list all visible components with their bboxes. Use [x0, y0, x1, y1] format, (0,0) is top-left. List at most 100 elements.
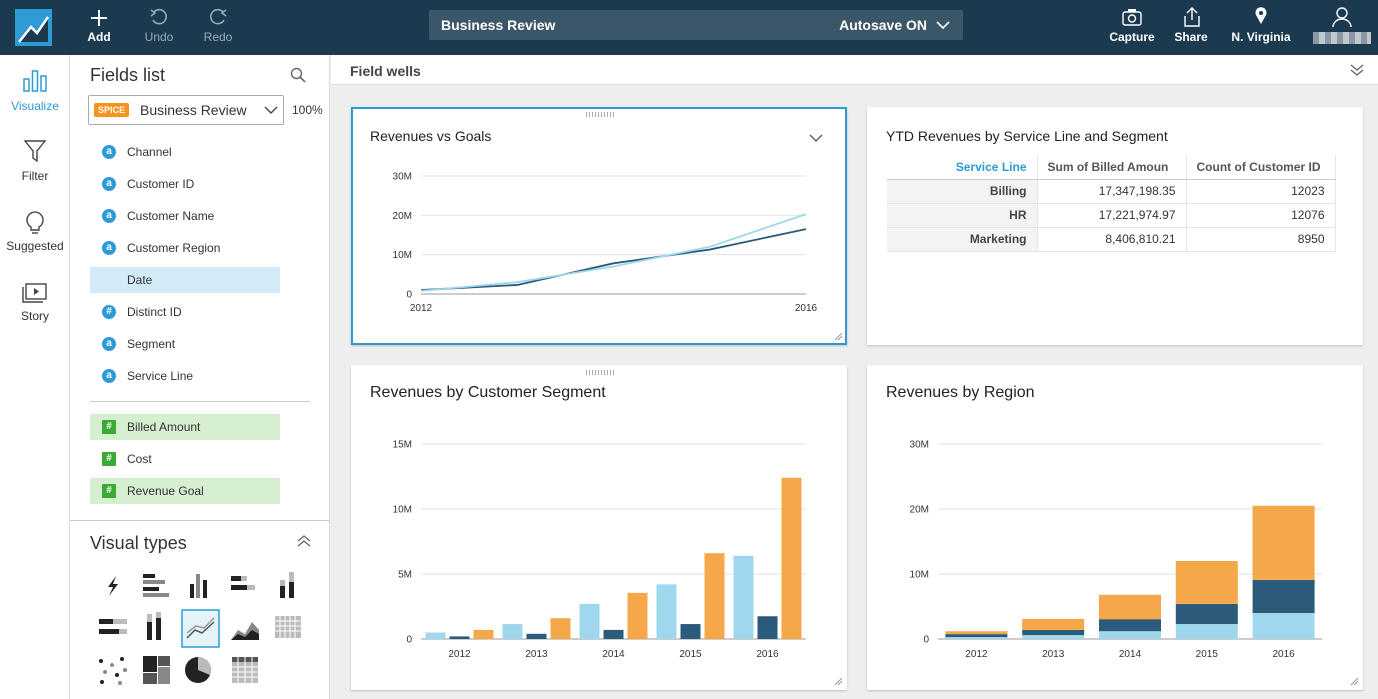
vt-autograph[interactable]	[108, 576, 118, 596]
column-header[interactable]: Count of Customer ID	[1186, 155, 1336, 180]
dataset-name[interactable]: Business Review	[140, 102, 247, 118]
sidebar-item[interactable]: Visualize	[11, 99, 59, 113]
visual-bar[interactable]: Revenues by Customer Segment 0 5M 10M 15M 20…	[351, 365, 847, 690]
field-wells-label[interactable]: Field wells	[350, 63, 421, 79]
field-row[interactable]: a Service Line	[90, 363, 280, 389]
visual-menu[interactable]	[809, 133, 823, 143]
bar	[704, 553, 725, 639]
dataset-chevron[interactable]	[264, 105, 278, 115]
field-name[interactable]: Customer Region	[127, 241, 221, 255]
capture-icon[interactable]	[1122, 8, 1142, 26]
dataset-selector[interactable]: SPICE Business Review	[88, 95, 284, 125]
vt-hbar-stacked[interactable]	[231, 576, 255, 590]
bar	[603, 629, 624, 639]
field-name[interactable]: Customer ID	[127, 177, 195, 191]
vt-hbar-percent[interactable]	[99, 619, 127, 634]
vt-vbar-stacked[interactable]	[280, 572, 294, 598]
search-icon[interactable]	[290, 67, 306, 83]
bar-segment	[945, 634, 1008, 638]
user-icon[interactable]	[1332, 6, 1352, 28]
visualize-icon[interactable]	[22, 69, 48, 93]
autosave-status[interactable]: Autosave ON	[839, 17, 927, 33]
drag-handle[interactable]	[586, 370, 616, 375]
vt-vbar-percent[interactable]	[147, 612, 161, 640]
visual-line[interactable]: Revenues vs Goals 0 10M 20M 30M 2012 2016	[351, 107, 847, 345]
bar-segment	[1175, 561, 1238, 604]
vt-treemap[interactable]	[143, 656, 170, 684]
share-icon[interactable]	[1183, 6, 1201, 28]
analysis-name-box[interactable]: Business Review Autosave ON	[429, 10, 963, 40]
bar	[579, 603, 600, 639]
vt-pivot[interactable]	[232, 657, 258, 683]
field-name[interactable]: Billed Amount	[127, 420, 201, 434]
analysis-name[interactable]: Business Review	[441, 17, 556, 33]
expand-icon[interactable]	[1350, 64, 1364, 76]
field-name[interactable]: Channel	[127, 145, 172, 159]
field-name[interactable]: Cost	[127, 452, 152, 466]
bar	[627, 592, 648, 639]
vt-heatmap[interactable]	[275, 616, 301, 638]
vt-pie[interactable]	[185, 657, 211, 683]
resize-handle[interactable]	[834, 677, 843, 686]
column-header[interactable]: Service Line	[887, 155, 1038, 180]
field-row[interactable]: # Cost	[90, 446, 280, 472]
sidebar-item[interactable]: Story	[20, 309, 49, 323]
vt-scatter[interactable]	[99, 657, 127, 685]
drag-handle[interactable]	[586, 112, 616, 117]
field-row[interactable]: a Customer Region	[90, 235, 280, 261]
x-tick-label: 2012	[410, 303, 433, 314]
region-icon[interactable]	[1254, 7, 1268, 25]
y-tick-label: 30M	[393, 172, 412, 183]
sidebar-item[interactable]: Filter	[21, 169, 49, 183]
vt-vbar[interactable]	[190, 574, 207, 598]
field-row[interactable]: a Customer Name	[90, 203, 280, 229]
y-tick-label: 10M	[910, 570, 929, 581]
field-name[interactable]: Service Line	[127, 369, 194, 383]
resize-handle[interactable]	[1350, 677, 1359, 686]
field-wells-bar[interactable]: Field wells	[331, 55, 1378, 85]
field-name[interactable]: Distinct ID	[127, 305, 182, 319]
field-row[interactable]: a Channel	[90, 139, 280, 165]
bar	[680, 624, 701, 639]
bar	[757, 616, 778, 639]
vt-area[interactable]	[231, 622, 259, 640]
suggested-icon[interactable]	[25, 209, 45, 235]
autosave-chevron[interactable]	[936, 19, 950, 31]
undo-button[interactable]: Undo	[144, 30, 174, 44]
bar	[781, 477, 802, 639]
table-cell: 8,406,810.21	[1037, 227, 1187, 252]
filter-icon[interactable]	[23, 139, 47, 163]
bar-segment	[945, 637, 1008, 639]
vt-hbar[interactable]	[143, 574, 169, 597]
column-header[interactable]: Sum of Billed Amoun	[1037, 155, 1187, 180]
field-row[interactable]: Date	[90, 267, 280, 293]
capture-button[interactable]: Capture	[1109, 30, 1155, 44]
add-button[interactable]: Add	[87, 30, 111, 44]
undo-icon[interactable]	[149, 8, 169, 28]
field-name[interactable]: Segment	[127, 337, 176, 351]
resize-handle[interactable]	[834, 332, 843, 341]
sidebar-item[interactable]: Suggested	[6, 239, 64, 253]
story-icon[interactable]	[22, 283, 48, 303]
share-button[interactable]: Share	[1174, 30, 1208, 44]
bar	[526, 633, 547, 639]
visual-stacked-bar[interactable]: Revenues by Region 0 10M 20M 30M 2012 2013 201…	[867, 365, 1363, 690]
visual-title: YTD Revenues by Service Line and Segment	[886, 128, 1168, 144]
field-row[interactable]: # Revenue Goal	[90, 478, 280, 504]
app-logo[interactable]	[15, 9, 52, 46]
visual-table[interactable]: YTD Revenues by Service Line and Segment…	[867, 107, 1363, 345]
field-row[interactable]: a Segment	[90, 331, 280, 357]
field-name[interactable]: Revenue Goal	[127, 484, 204, 498]
region-button[interactable]: N. Virginia	[1231, 30, 1291, 44]
field-row[interactable]: # Distinct ID	[90, 299, 280, 325]
row-header: Marketing	[887, 227, 1038, 252]
field-row[interactable]: # Billed Amount	[90, 414, 280, 440]
redo-button[interactable]: Redo	[203, 30, 233, 44]
collapse-icon[interactable]	[297, 535, 311, 547]
redo-icon[interactable]	[208, 8, 228, 28]
field-name[interactable]: Customer Name	[127, 209, 215, 223]
add-icon[interactable]	[89, 8, 109, 28]
vt-line[interactable]	[181, 609, 220, 648]
field-row[interactable]: a Customer ID	[90, 171, 280, 197]
field-name[interactable]: Date	[127, 273, 153, 287]
